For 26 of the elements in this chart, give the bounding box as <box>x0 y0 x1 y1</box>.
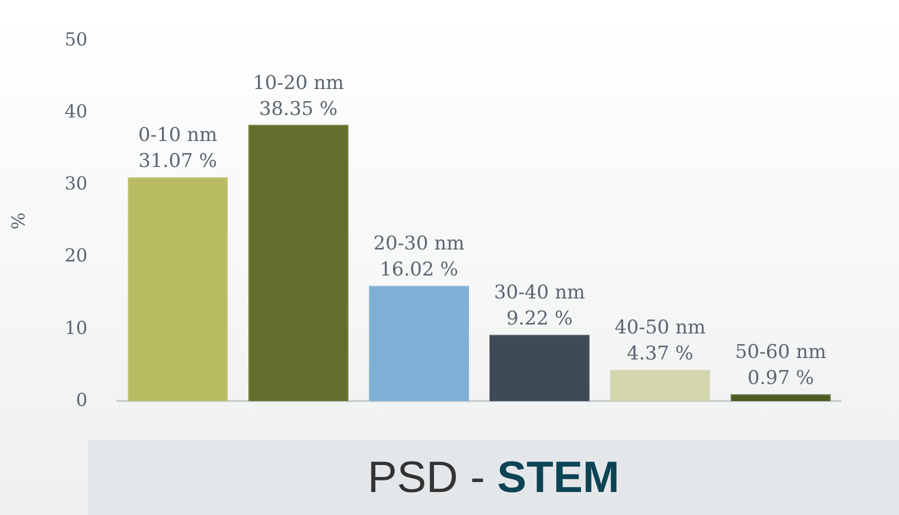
data-label: 31.07 % <box>138 150 218 172</box>
y-tick-label: 10 <box>64 318 88 339</box>
data-label: 38.35 % <box>259 98 338 120</box>
bar <box>128 177 228 402</box>
bar <box>730 394 831 402</box>
data-label: 4.37 % <box>626 342 694 365</box>
x-tick-label: 40-50 nm <box>614 316 706 339</box>
y-tick-label: 20 <box>64 246 88 267</box>
x-tick-label: 0-10 nm <box>138 124 218 146</box>
bar <box>610 370 710 402</box>
y-tick-label: 0 <box>76 390 88 411</box>
y-axis-title: % <box>8 212 30 230</box>
data-label: 9.22 % <box>506 308 573 330</box>
data-label: 16.02 % <box>380 258 458 281</box>
x-tick-label: 30-40 nm <box>494 282 586 304</box>
data-label: 0.97 % <box>748 367 814 390</box>
bar <box>490 334 590 402</box>
x-tick-label: 10-20 nm <box>252 72 344 94</box>
x-tick-label: 20-30 nm <box>373 232 464 255</box>
y-tick-label: 50 <box>64 29 88 50</box>
x-tick-label: 50-60 nm <box>735 341 826 364</box>
bar <box>368 286 470 402</box>
y-tick-label: 40 <box>64 102 88 123</box>
y-tick-label: 30 <box>64 174 88 195</box>
bar <box>248 124 348 402</box>
text: PSD - STEM <box>88 440 899 515</box>
